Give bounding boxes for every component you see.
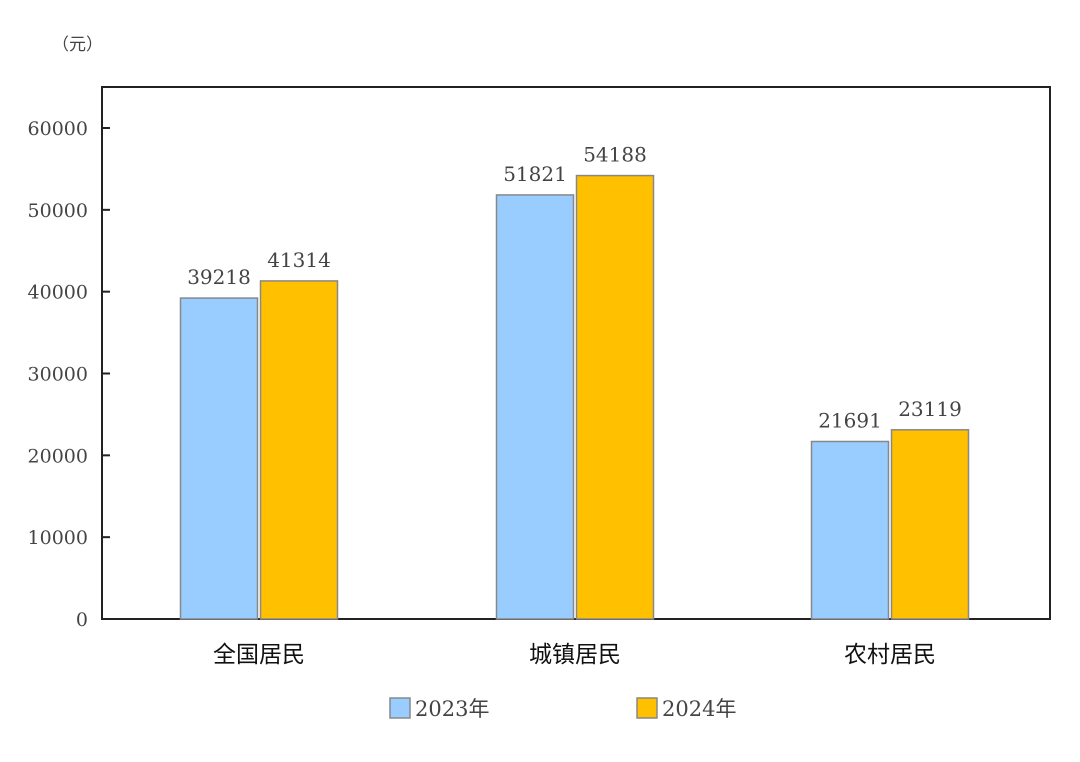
- bar: [810, 440, 890, 620]
- legend-label: 2023年: [415, 697, 489, 721]
- y-tick-label: 0: [76, 609, 88, 631]
- y-tick-label: 10000: [28, 527, 88, 549]
- data-label: 41314: [267, 248, 331, 272]
- y-tick-label: 50000: [28, 200, 88, 222]
- data-label: 23119: [898, 397, 962, 421]
- bar: [890, 429, 970, 620]
- y-tick-label: 40000: [28, 282, 88, 304]
- bar: [259, 280, 339, 620]
- data-label: 54188: [583, 143, 647, 167]
- category-label: 农村居民: [844, 642, 936, 668]
- legend-swatch: [636, 697, 658, 719]
- data-label: 39218: [187, 265, 251, 289]
- category-label: 全国居民: [213, 642, 305, 668]
- bar: [495, 194, 575, 620]
- legend-label: 2024年: [662, 697, 736, 721]
- data-label: 51821: [503, 162, 567, 186]
- data-label: 21691: [818, 408, 882, 432]
- y-unit-label: （元）: [52, 35, 103, 55]
- y-tick-label: 60000: [28, 118, 88, 140]
- category-label: 城镇居民: [529, 642, 621, 668]
- y-tick-label: 30000: [28, 364, 88, 386]
- bar: [179, 297, 259, 620]
- legend-swatch: [389, 697, 411, 719]
- bar: [575, 174, 655, 620]
- y-tick-label: 20000: [28, 445, 88, 467]
